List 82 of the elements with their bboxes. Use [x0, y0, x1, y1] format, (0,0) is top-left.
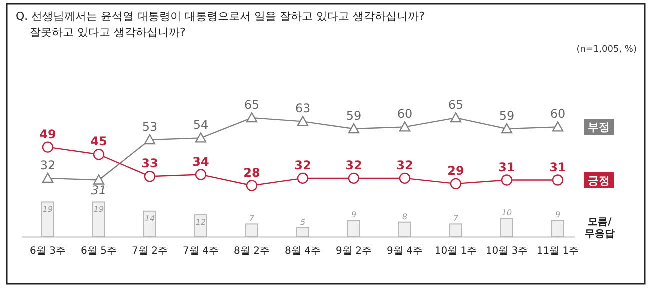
point — [93, 174, 105, 185]
x-tick-label: 6월 5주 — [81, 246, 117, 257]
data-label: 28 — [244, 166, 260, 180]
point — [501, 174, 513, 186]
data-label: 65 — [448, 98, 464, 112]
x-tick-label: 10월 1주 — [434, 246, 478, 257]
point — [348, 172, 360, 184]
x-tick-label: 7월 2주 — [132, 246, 168, 257]
point — [552, 122, 564, 132]
data-label: 31 — [498, 160, 516, 174]
x-tick-label: 8월 4주 — [285, 246, 321, 257]
point — [348, 123, 360, 134]
data-label: 5 — [300, 218, 306, 227]
x-tick-label: 9월 2주 — [336, 246, 372, 257]
point — [450, 112, 462, 123]
bar — [144, 210, 156, 238]
data-label: 60 — [397, 107, 413, 122]
data-label: 7 — [453, 214, 460, 224]
point — [42, 172, 54, 184]
data-label: 19 — [94, 205, 104, 214]
data-label: 9 — [351, 210, 357, 220]
data-label: 60 — [550, 107, 566, 122]
data-label: 7 — [249, 214, 256, 224]
data-label: 31 — [91, 183, 107, 198]
data-label: 32 — [294, 158, 312, 172]
bar — [296, 227, 310, 238]
data-label: 10 — [502, 208, 512, 218]
bar — [92, 202, 106, 238]
bar — [500, 218, 514, 238]
chart-title: Q. 선생님께서는 윤석열 대통령이 대통령으로서 일을 잘하고 있다고 생각하십니까? 잘못하고 있다고 생각하십니까? — [16, 10, 426, 39]
data-label: 9 — [555, 210, 561, 220]
bar — [552, 220, 564, 238]
data-label: 31 — [550, 160, 566, 174]
data-label: 32 — [396, 158, 414, 172]
point — [501, 123, 513, 134]
bar — [450, 224, 462, 238]
point — [195, 132, 207, 143]
data-label: 53 — [142, 120, 158, 134]
x-tick-label: 9월 4주 — [387, 246, 423, 257]
data-label: 33 — [142, 156, 158, 171]
data-label: 54 — [193, 118, 209, 132]
text: (n=1,005, %) — [576, 45, 637, 55]
point — [246, 180, 258, 192]
data-label: 14 — [144, 214, 156, 224]
point — [144, 134, 156, 145]
bar — [42, 202, 54, 238]
point — [399, 172, 411, 184]
text: 모름/무응답 — [585, 217, 615, 240]
point — [42, 142, 54, 153]
data-label: 65 — [244, 98, 260, 112]
data-label: 32 — [40, 158, 56, 172]
bar — [348, 220, 360, 238]
x-tick-label: 7월 4주 — [183, 246, 219, 257]
point — [93, 149, 105, 160]
text: 부정 — [588, 121, 610, 134]
bar — [246, 224, 258, 238]
point — [450, 178, 462, 190]
point — [552, 174, 564, 186]
point — [195, 169, 207, 180]
data-label: 32 — [346, 158, 362, 172]
point — [297, 172, 309, 184]
point — [297, 116, 309, 126]
point — [399, 122, 411, 132]
bar — [194, 214, 208, 238]
x-tick-label: 11월 1주 — [536, 246, 580, 257]
data-label: 49 — [40, 127, 56, 142]
data-label: 34 — [192, 154, 210, 169]
bar — [398, 222, 412, 238]
data-label: 29 — [448, 164, 464, 178]
point — [246, 112, 258, 123]
data-label: 59 — [346, 109, 362, 124]
x-tick-label: 10월 3주 — [486, 246, 528, 257]
data-label: 45 — [90, 134, 108, 149]
data-label: 19 — [42, 205, 54, 214]
data-label: 8 — [402, 212, 408, 222]
data-label: 12 — [196, 218, 206, 228]
point — [144, 171, 156, 182]
x-tick-label: 6월 3주 — [30, 246, 66, 257]
data-label: 59 — [499, 109, 515, 124]
data-label: 63 — [295, 102, 311, 116]
x-tick-label: 8월 2주 — [234, 246, 270, 257]
text: 긍정 — [588, 174, 610, 188]
